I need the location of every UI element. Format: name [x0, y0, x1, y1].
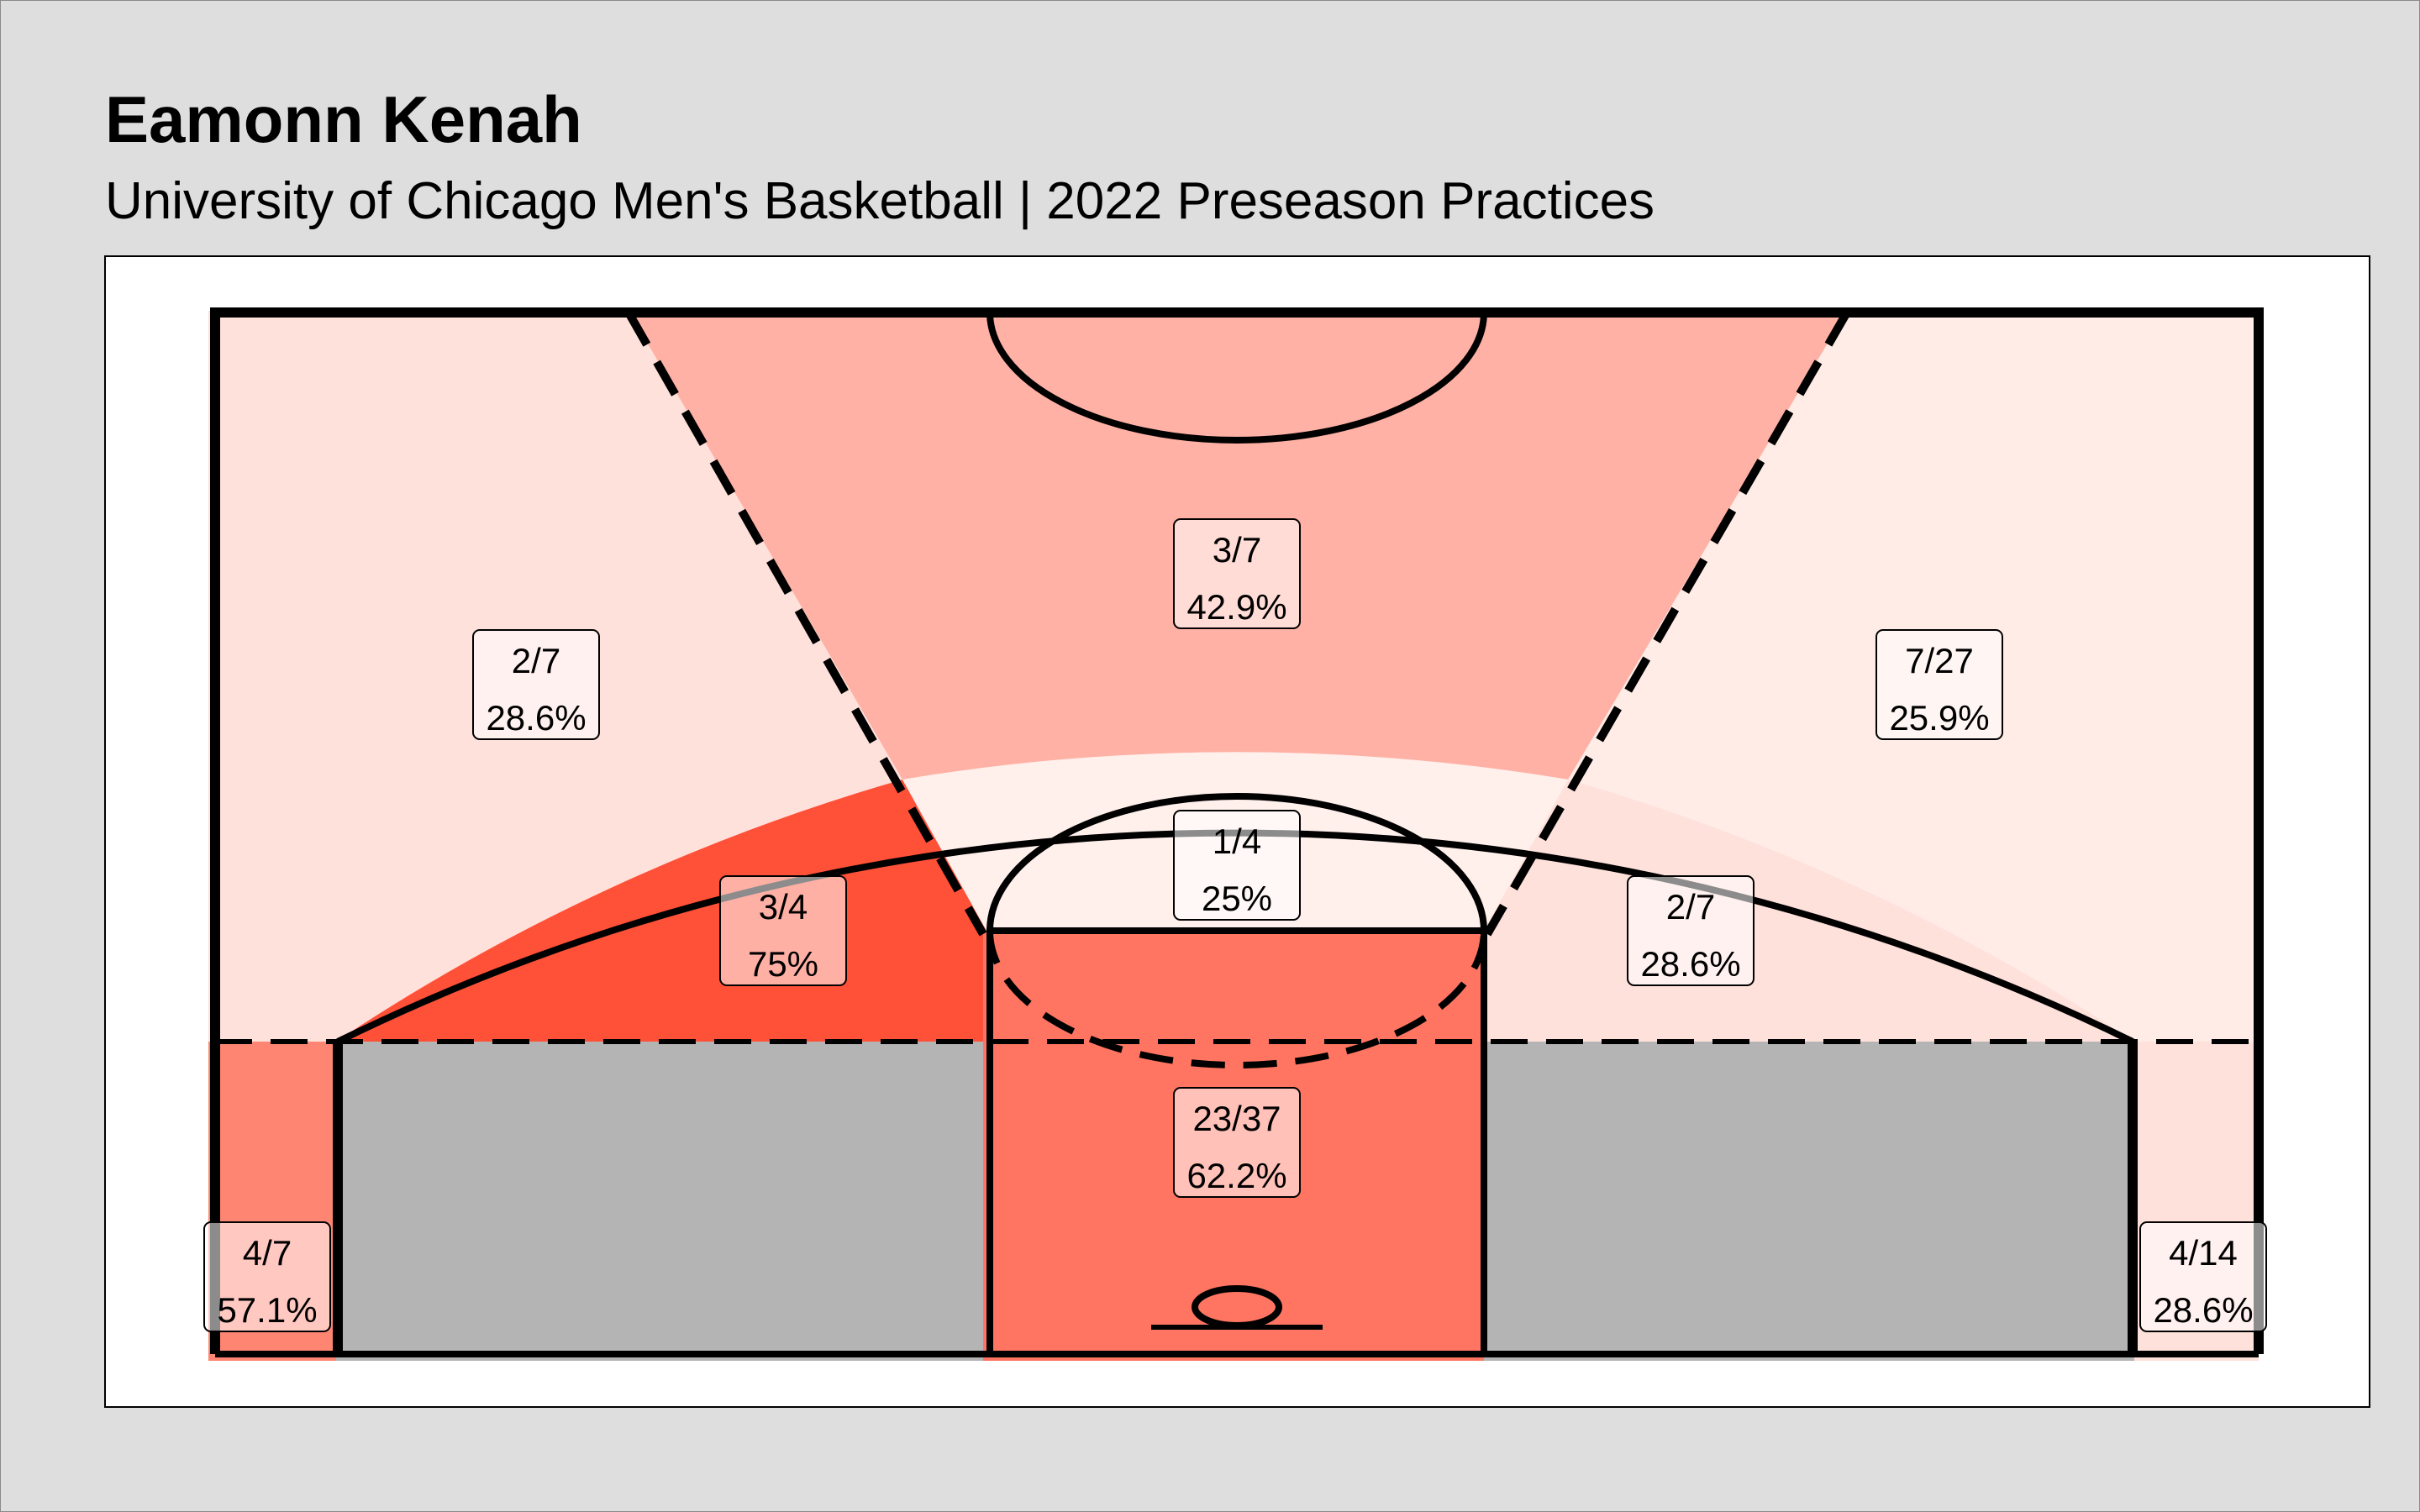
zone-label-top-of-key-three: 3/7 42.9% [1173, 518, 1301, 629]
zone-label-box [719, 875, 847, 986]
wedge-divider-right [1483, 310, 1851, 937]
zone-label-box [1173, 1087, 1301, 1198]
zone-made-attempts: 4/7 [243, 1233, 292, 1273]
zone-percentage: 57.1% [217, 1290, 317, 1330]
court-boundary [210, 307, 2264, 1354]
zone-label-left-corner-three: 4/7 57.1% [203, 1221, 331, 1332]
zone-label-free-throw-area: 1/425% [1173, 810, 1301, 921]
zone-made-attempts: 3/7 [1213, 530, 1261, 570]
zone-percentage: 25.9% [1889, 698, 1989, 738]
zone-excluded-right [1484, 1042, 2134, 1361]
free-throw-circle-bottom [986, 930, 1487, 1068]
zone-label-box [1173, 810, 1301, 921]
zone-labels: 3/742.9%2/728.6%7/2725.9%1/425%3/475%2/7… [203, 518, 2267, 1332]
zone-excluded-left [336, 1042, 983, 1361]
zone-label-left-wing-three: 2/7 28.6% [472, 629, 600, 740]
zone-made-attempts: 1/4 [1213, 822, 1261, 861]
chart-subtitle: University of Chicago Men's Basketball |… [105, 172, 1655, 230]
free-throw-circle-top [986, 793, 1487, 932]
zone-label-box [1876, 629, 2003, 740]
chart-title: Eamonn Kenah [105, 82, 582, 156]
zone-made-attempts: 4/14 [2169, 1233, 2238, 1273]
zone-label-box [2139, 1221, 2267, 1332]
zone-made-attempts: 23/37 [1192, 1099, 1281, 1138]
court-lines [210, 307, 2264, 1357]
zone-percentage: 25% [1202, 879, 1272, 918]
paint-lines [986, 927, 1487, 1357]
zone-made-attempts: 2/7 [1666, 887, 1715, 927]
zone-percentage: 62.2% [1186, 1156, 1286, 1195]
zone-percentage: 75% [748, 944, 818, 984]
zone-label-right-midrange: 2/7 28.6% [1627, 875, 1754, 986]
zone-percentage: 28.6% [1640, 944, 1740, 984]
zone-made-attempts: 3/4 [759, 887, 808, 927]
zone-label-left-midrange: 3/475% [719, 875, 847, 986]
zone-label-box [1627, 875, 1754, 986]
zone-label-box [472, 629, 600, 740]
zone-made-attempts: 2/7 [512, 641, 560, 680]
zone-label-box [1173, 518, 1301, 629]
zone-percentage: 28.6% [2153, 1290, 2253, 1330]
zone-percentage: 42.9% [1186, 587, 1286, 627]
zone-percentage: 28.6% [486, 698, 586, 738]
zone-label-right-corner-three: 4/14 28.6% [2139, 1221, 2267, 1332]
center-circle [986, 312, 1487, 444]
zone-made-attempts: 7/27 [1905, 641, 1974, 680]
wedge-divider-left [624, 310, 987, 937]
zone-label-paint: 23/37 62.2% [1173, 1087, 1301, 1198]
zone-label-right-wing-three: 7/27 25.9% [1876, 629, 2003, 740]
zone-label-box [203, 1221, 331, 1332]
